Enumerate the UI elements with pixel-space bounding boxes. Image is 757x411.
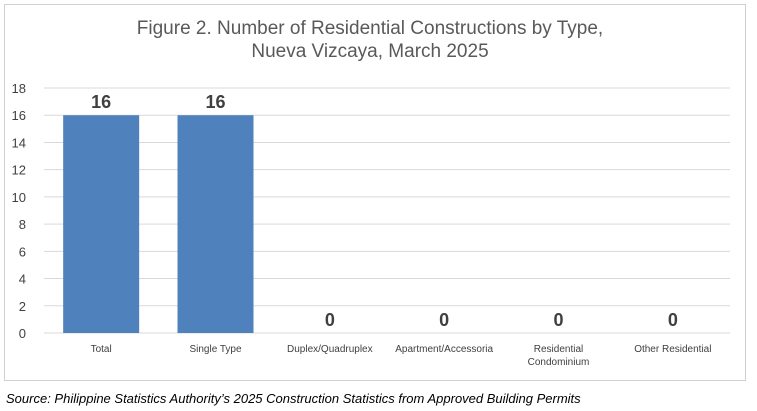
y-tick-label: 0 [19,326,26,341]
bar [63,115,140,333]
y-tick-label: 4 [19,272,26,287]
gridlines [44,87,730,334]
y-tick-label: 18 [12,81,26,96]
category-label: Apartment/Accessoria [395,344,493,355]
y-tick-label: 2 [19,299,26,314]
bars [63,115,254,333]
category-label: Residential [534,344,583,355]
category-label: Other Residential [634,344,711,355]
data-label: 16 [205,92,225,112]
y-tick-label: 6 [19,244,26,259]
category-label: Condominium [528,357,590,368]
data-labels: 16 16 0 0 0 0 [91,92,678,330]
y-tick-label: 16 [12,108,26,123]
data-label: 16 [91,92,111,112]
data-label: 0 [553,310,563,330]
data-label: 0 [668,310,678,330]
bar-chart: Figure 2. Number of Residential Construc… [12,18,730,368]
data-label: 0 [325,310,335,330]
y-tick-label: 10 [12,190,26,205]
chart-title-line-2: Nueva Vizcaya, March 2025 [251,41,488,62]
y-tick-label: 8 [19,217,26,232]
category-label: Total [91,344,112,355]
chart-title-line-1: Figure 2. Number of Residential Construc… [137,18,603,39]
y-tick-label: 14 [12,135,26,150]
x-axis-categories: Total Single Type Duplex/Quadruplex Apartme… [91,344,712,368]
category-label: Single Type [189,344,242,355]
y-tick-label: 12 [12,163,26,178]
bar [177,115,254,333]
category-label: Duplex/Quadruplex [287,344,373,355]
source-note: Source: Philippine Statistics Authority’… [6,391,581,406]
y-axis-ticks: 0 2 4 6 8 10 12 14 16 18 [12,81,26,341]
data-label: 0 [439,310,449,330]
